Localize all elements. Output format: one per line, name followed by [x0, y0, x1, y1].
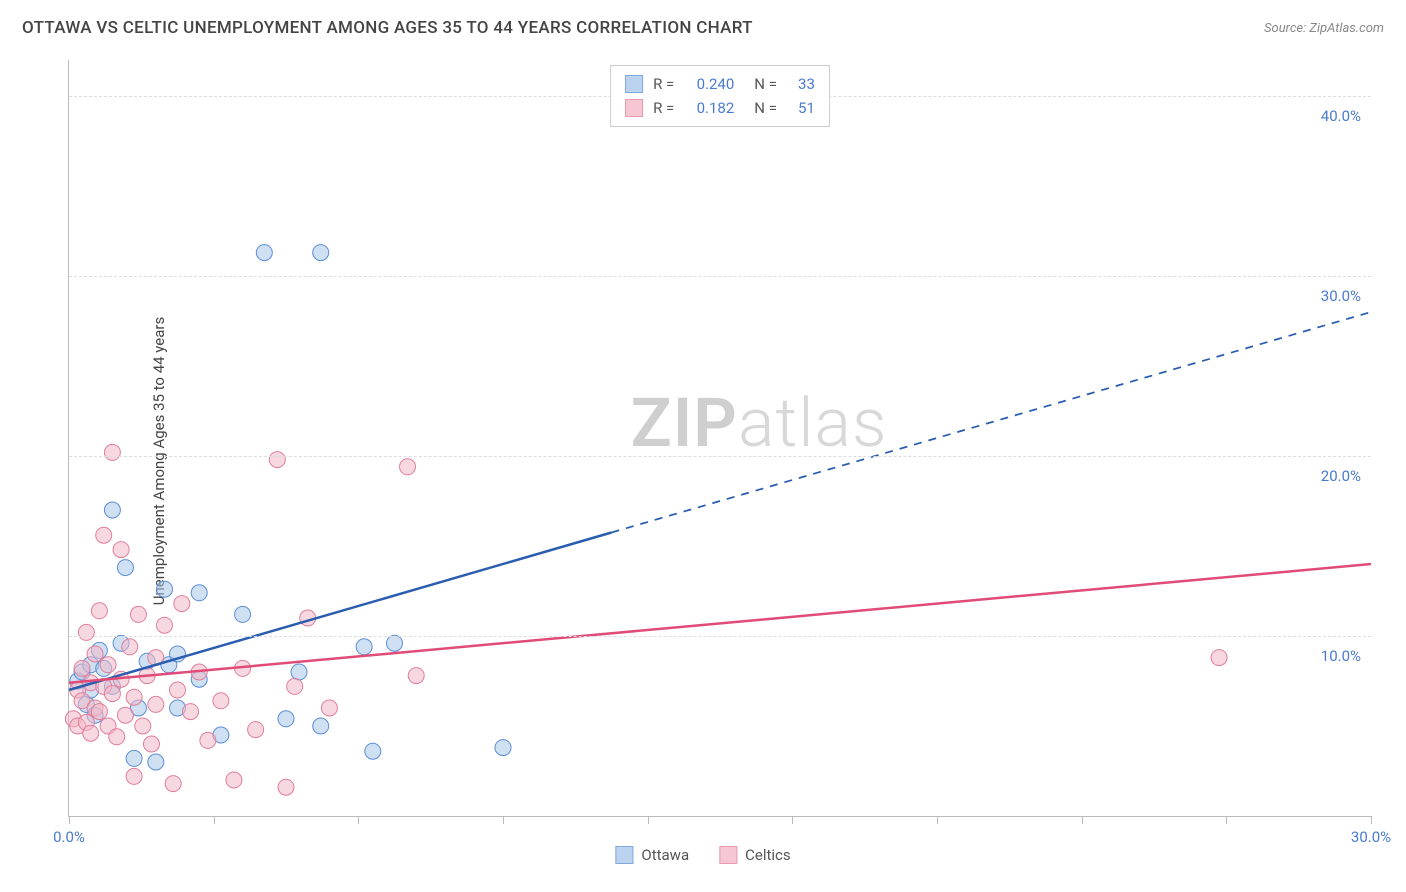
data-point — [156, 617, 172, 633]
legend-swatch — [615, 846, 633, 864]
data-point — [126, 750, 142, 766]
legend-n-label: N = — [754, 96, 777, 120]
x-tick-label: 30.0% — [1351, 828, 1391, 846]
data-point — [113, 542, 129, 558]
series-legend: Ottawa Celtics — [615, 846, 790, 864]
data-point — [117, 707, 133, 723]
data-point — [130, 606, 146, 622]
source-label: Source: ZipAtlas.com — [1264, 21, 1384, 36]
legend-swatch — [625, 75, 643, 93]
data-point — [278, 779, 294, 795]
data-point — [109, 729, 125, 745]
data-point — [104, 502, 120, 518]
series-legend-item: Ottawa — [615, 846, 689, 864]
data-point — [143, 736, 159, 752]
data-point — [104, 686, 120, 702]
trend-line-dashed — [612, 312, 1372, 533]
data-point — [400, 459, 416, 475]
chart-container: Unemployment Among Ages 35 to 44 years Z… — [20, 50, 1386, 872]
data-point — [248, 722, 264, 738]
data-point — [495, 740, 511, 756]
legend-row: R = 0.240 N = 33 — [625, 72, 815, 96]
data-point — [213, 693, 229, 709]
x-tick — [214, 816, 215, 824]
legend-r-value: 0.182 — [684, 96, 734, 120]
legend-r-value: 0.240 — [684, 72, 734, 96]
data-point — [1211, 650, 1227, 666]
trend-line — [69, 564, 1371, 683]
y-tick-label: 40.0% — [1321, 107, 1361, 125]
data-point — [148, 696, 164, 712]
x-tick — [503, 816, 504, 824]
data-point — [91, 704, 107, 720]
x-tick — [792, 816, 793, 824]
chart-svg — [69, 60, 1371, 816]
x-tick — [69, 816, 70, 824]
data-point — [165, 776, 181, 792]
legend-swatch — [625, 99, 643, 117]
data-point — [170, 682, 186, 698]
gridline — [69, 276, 1371, 277]
gridline — [69, 456, 1371, 457]
x-tick — [358, 816, 359, 824]
data-point — [200, 732, 216, 748]
data-point — [183, 704, 199, 720]
data-point — [269, 452, 285, 468]
data-point — [91, 603, 107, 619]
data-point — [235, 606, 251, 622]
x-tick — [1226, 816, 1227, 824]
x-tick-label: 0.0% — [53, 828, 85, 846]
data-point — [126, 768, 142, 784]
gridline — [69, 636, 1371, 637]
plot-area: ZIPatlas R =0.240N =33R =0.182N =51 10.0… — [68, 60, 1371, 817]
data-point — [287, 678, 303, 694]
data-point — [135, 718, 151, 734]
legend-swatch — [719, 846, 737, 864]
series-name: Ottawa — [641, 846, 689, 864]
data-point — [387, 635, 403, 651]
data-point — [117, 560, 133, 576]
data-point — [313, 245, 329, 261]
legend-n-value: 33 — [787, 72, 815, 96]
legend-n-label: N = — [754, 72, 777, 96]
data-point — [408, 668, 424, 684]
data-point — [122, 639, 138, 655]
data-point — [83, 725, 99, 741]
data-point — [313, 718, 329, 734]
series-legend-item: Celtics — [719, 846, 791, 864]
x-tick — [1082, 816, 1083, 824]
series-name: Celtics — [745, 846, 791, 864]
x-tick — [648, 816, 649, 824]
legend-r-label: R = — [653, 96, 674, 120]
data-point — [321, 700, 337, 716]
y-tick-label: 10.0% — [1321, 647, 1361, 665]
data-point — [174, 596, 190, 612]
data-point — [78, 624, 94, 640]
data-point — [291, 664, 307, 680]
data-point — [104, 444, 120, 460]
legend-r-label: R = — [653, 72, 674, 96]
data-point — [191, 585, 207, 601]
data-point — [256, 245, 272, 261]
legend-n-value: 51 — [787, 96, 815, 120]
data-point — [278, 711, 294, 727]
data-point — [126, 689, 142, 705]
x-tick — [937, 816, 938, 824]
data-point — [87, 646, 103, 662]
data-point — [148, 754, 164, 770]
x-tick — [1371, 816, 1372, 824]
chart-title: OTTAWA VS CELTIC UNEMPLOYMENT AMONG AGES… — [22, 18, 753, 38]
data-point — [226, 772, 242, 788]
data-point — [100, 657, 116, 673]
legend-row: R = 0.182 N = 51 — [625, 96, 815, 120]
data-point — [356, 639, 372, 655]
y-tick-label: 20.0% — [1321, 467, 1361, 485]
data-point — [96, 527, 112, 543]
data-point — [74, 660, 90, 676]
data-point — [365, 743, 381, 759]
trend-line — [69, 533, 612, 691]
correlation-legend: R = 0.240 N = 33 R = 0.182 N = 51 — [610, 65, 830, 127]
data-point — [156, 581, 172, 597]
y-tick-label: 30.0% — [1321, 287, 1361, 305]
